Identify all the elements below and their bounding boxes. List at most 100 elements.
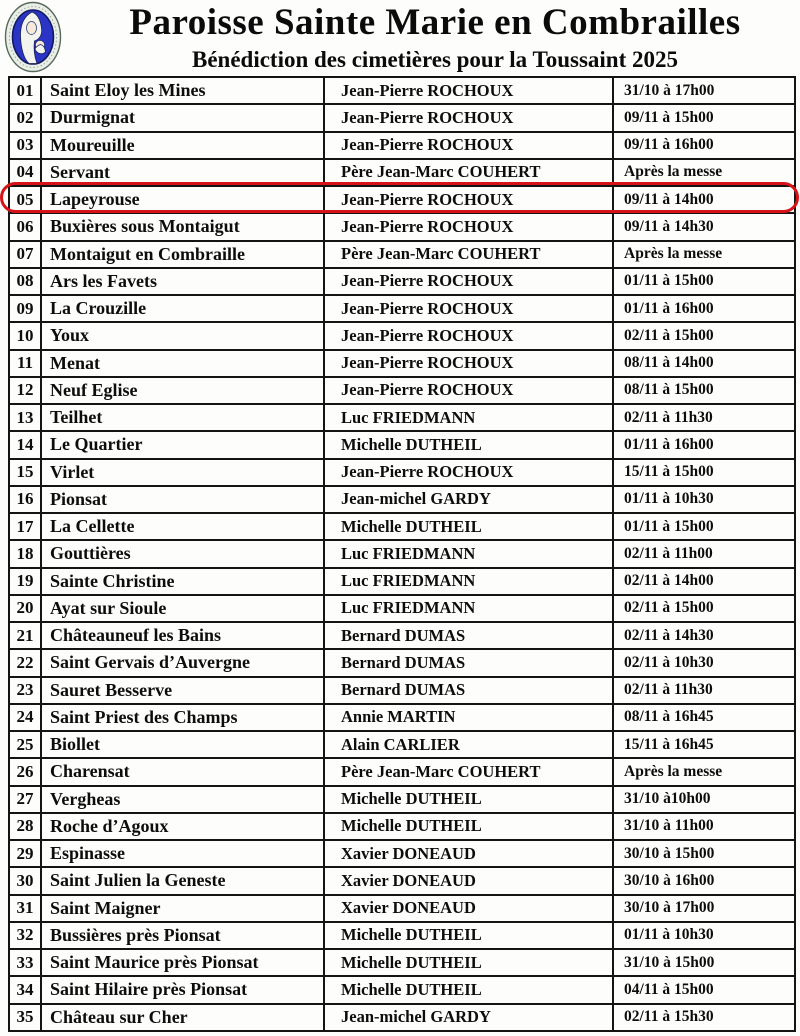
place-name: Neuf Eglise: [40, 375, 325, 406]
date-time: Après la messe: [612, 157, 796, 188]
table-row: 28 Roche d’Agoux Michelle DUTHEIL 31/10 à 1…: [8, 811, 796, 842]
table-row: 21 Châteauneuf les Bains Bernard DUMAS 02/1…: [8, 620, 796, 651]
minister-name: Luc FRIEDMANN: [323, 539, 614, 569]
table-row: 01 Saint Eloy les Mines Jean-Pierre ROCHOU…: [8, 75, 796, 106]
table-row: 06 Buxières sous Montaigut Jean-Pierre ROC…: [8, 212, 796, 242]
place-name: Lapeyrouse: [40, 184, 325, 215]
row-number: 20: [8, 593, 42, 624]
table-row: 25 Biollet Alain CARLIER 15/11 à 16h45: [8, 729, 796, 760]
row-number: 35: [8, 1002, 42, 1032]
table-row: 09 La Crouzille Jean-Pierre ROCHOUX 01/11 à…: [8, 293, 796, 324]
date-time: 02/11 à 14h00: [612, 566, 796, 596]
minister-name: Michelle DUTHEIL: [323, 511, 614, 542]
minister-name: Michelle DUTHEIL: [323, 920, 614, 951]
date-time: 09/11 à 14h30: [612, 212, 796, 242]
minister-name: Jean-Pierre ROCHOUX: [323, 75, 614, 106]
row-number: 08: [8, 266, 42, 297]
place-name: Servant: [40, 157, 325, 188]
minister-name: Jean-Pierre ROCHOUX: [323, 457, 614, 487]
minister-name: Alain CARLIER: [323, 729, 614, 760]
row-number: 12: [8, 375, 42, 406]
place-name: Saint Gervais d’Auvergne: [40, 648, 325, 678]
minister-name: Jean-Pierre ROCHOUX: [323, 266, 614, 297]
place-name: Saint Maurice près Pionsat: [40, 947, 325, 978]
date-time: 02/11 à 11h00: [612, 539, 796, 569]
table-row: 14 Le Quartier Michelle DUTHEIL 01/11 à 16h…: [8, 430, 796, 460]
row-number: 22: [8, 648, 42, 678]
place-name: Montaigut en Combraille: [40, 239, 325, 269]
row-number: 09: [8, 293, 42, 324]
date-time: 02/11 à 15h00: [612, 593, 796, 624]
table-row: 33 Saint Maurice près Pionsat Michelle DUT…: [8, 947, 796, 978]
row-number: 18: [8, 539, 42, 569]
page-subtitle: Bénédiction des cimetières pour la Touss…: [191, 47, 679, 72]
row-number: 13: [8, 402, 42, 433]
place-name: Menat: [40, 348, 325, 378]
date-time: 01/11 à 15h00: [612, 266, 796, 297]
minister-name: Michelle DUTHEIL: [323, 430, 614, 460]
table-row: 18 Gouttières Luc FRIEDMANN 02/11 à 11h00: [8, 539, 796, 569]
place-name: Saint Maigner: [40, 893, 325, 923]
table-row: 03 Moureuille Jean-Pierre ROCHOUX 09/11 à 1…: [8, 130, 796, 160]
row-number: 05: [8, 184, 42, 215]
minister-name: Père Jean-Marc COUHERT: [323, 157, 614, 188]
minister-name: Bernard DUMAS: [323, 675, 614, 705]
table-row: 22 Saint Gervais d’Auvergne Bernard DUMAS 0…: [8, 648, 796, 678]
date-time: 02/11 à 11h30: [612, 675, 796, 705]
table-row: 27 Vergheas Michelle DUTHEIL 31/10 à10h00: [8, 784, 796, 814]
table-row: 11 Menat Jean-Pierre ROCHOUX 08/11 à 14h00: [8, 348, 796, 378]
place-name: Virlet: [40, 457, 325, 487]
date-time: 30/10 à 17h00: [612, 893, 796, 923]
row-number: 34: [8, 975, 42, 1005]
row-number: 30: [8, 866, 42, 896]
minister-name: Bernard DUMAS: [323, 620, 614, 651]
table-row: 10 Youx Jean-Pierre ROCHOUX 02/11 à 15h00: [8, 321, 796, 351]
minister-name: Jean-Pierre ROCHOUX: [323, 321, 614, 351]
place-name: Sauret Besserve: [40, 675, 325, 705]
minister-name: Luc FRIEDMANN: [323, 593, 614, 624]
place-name: Saint Julien la Geneste: [40, 866, 325, 896]
date-time: 15/11 à 15h00: [612, 457, 796, 487]
minister-name: Jean-Pierre ROCHOUX: [323, 103, 614, 133]
date-time: 31/10 à10h00: [612, 784, 796, 814]
place-name: Youx: [40, 321, 325, 351]
row-number: 04: [8, 157, 42, 188]
row-number: 32: [8, 920, 42, 951]
date-time: 02/11 à 15h00: [612, 321, 796, 351]
minister-name: Jean-Pierre ROCHOUX: [323, 375, 614, 406]
minister-name: Michelle DUTHEIL: [323, 811, 614, 842]
minister-name: Michelle DUTHEIL: [323, 784, 614, 814]
minister-name: Xavier DONEAUD: [323, 838, 614, 869]
table-row: 31 Saint Maigner Xavier DONEAUD 30/10 à 17h…: [8, 893, 796, 923]
place-name: Vergheas: [40, 784, 325, 814]
date-time: 01/11 à 10h30: [612, 484, 796, 515]
date-time: 15/11 à 16h45: [612, 729, 796, 760]
header-titles: Paroisse Sainte Marie en Combrailles Bén…: [70, 0, 800, 73]
document-header: Paroisse Sainte Marie en Combrailles Bén…: [0, 0, 800, 76]
minister-name: Jean-Pierre ROCHOUX: [323, 348, 614, 378]
date-time: 31/10 à 11h00: [612, 811, 796, 842]
minister-name: Père Jean-Marc COUHERT: [323, 239, 614, 269]
table-row: 20 Ayat sur Sioule Luc FRIEDMANN 02/11 à 15…: [8, 593, 796, 624]
minister-name: Luc FRIEDMANN: [323, 402, 614, 433]
row-number: 17: [8, 511, 42, 542]
place-name: Gouttières: [40, 539, 325, 569]
row-number: 11: [8, 348, 42, 378]
date-time: 02/11 à 10h30: [612, 648, 796, 678]
place-name: Durmignat: [40, 103, 325, 133]
date-time: 08/11 à 15h00: [612, 375, 796, 406]
row-number: 10: [8, 321, 42, 351]
row-number: 03: [8, 130, 42, 160]
row-number: 14: [8, 430, 42, 460]
place-name: Moureuille: [40, 130, 325, 160]
row-number: 02: [8, 103, 42, 133]
date-time: 09/11 à 15h00: [612, 103, 796, 133]
place-name: Le Quartier: [40, 430, 325, 460]
table-row: 13 Teilhet Luc FRIEDMANN 02/11 à 11h30: [8, 402, 796, 433]
table-row: 30 Saint Julien la Geneste Xavier DONEAUD 3…: [8, 866, 796, 896]
place-name: Bussières près Pionsat: [40, 920, 325, 951]
place-name: Ars les Favets: [40, 266, 325, 297]
date-time: 08/11 à 14h00: [612, 348, 796, 378]
row-number: 31: [8, 893, 42, 923]
